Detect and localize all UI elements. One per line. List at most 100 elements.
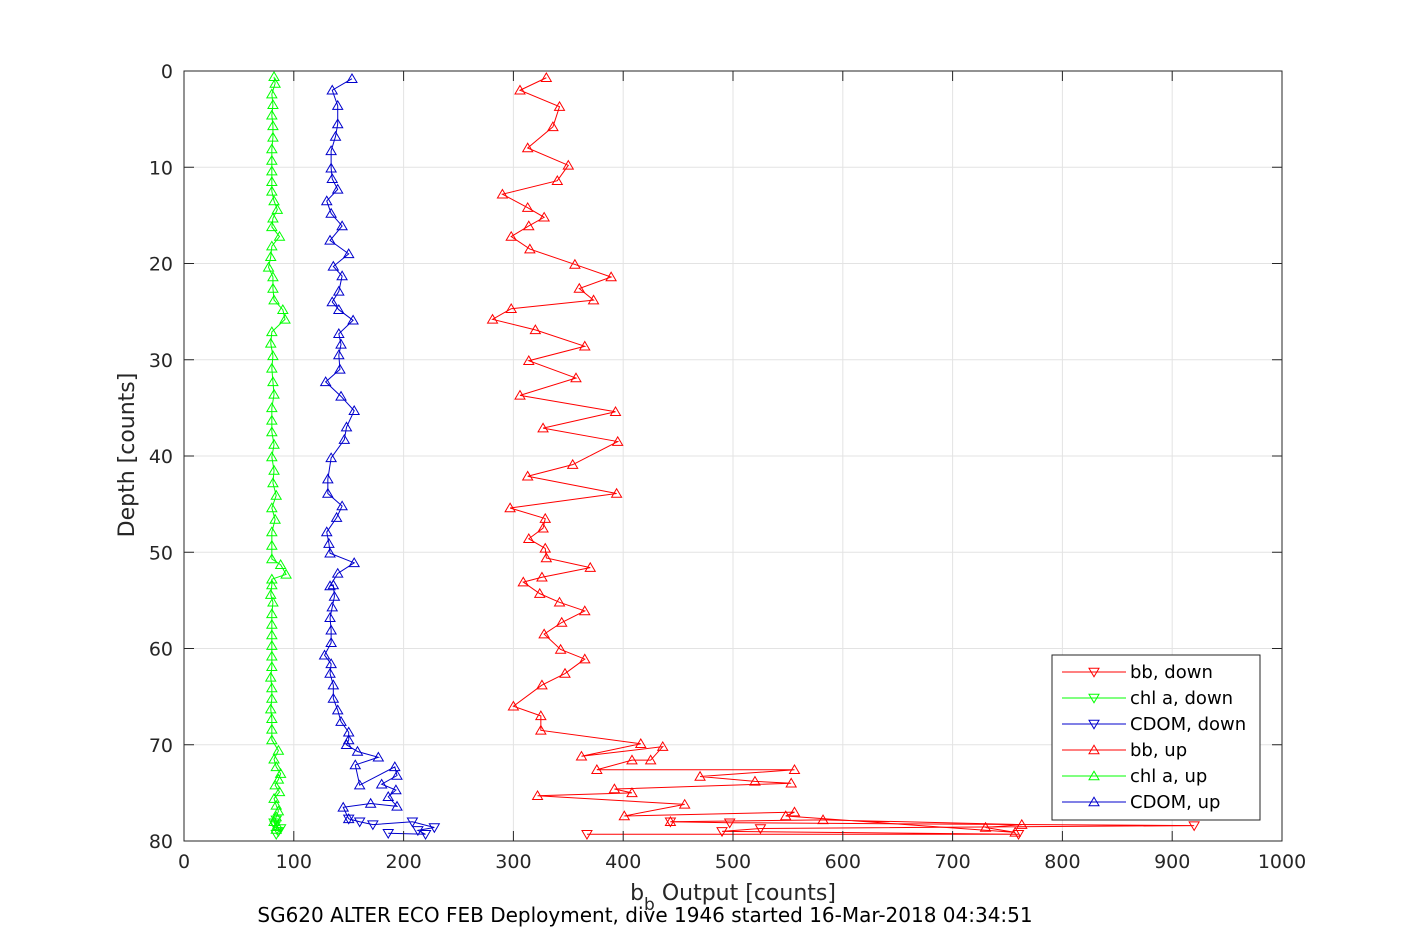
- data-point: [553, 100, 566, 111]
- data-point: [265, 713, 278, 724]
- data-point: [749, 775, 761, 786]
- data-point: [554, 643, 567, 654]
- data-point: [325, 162, 338, 173]
- legend-label: bb, down: [1130, 662, 1213, 683]
- data-point: [788, 806, 801, 817]
- data-point: [522, 354, 535, 365]
- data-point: [280, 568, 292, 579]
- data-point: [533, 587, 546, 598]
- data-point: [264, 337, 277, 348]
- data-point: [1012, 830, 1025, 840]
- data-point: [817, 814, 829, 825]
- data-point: [529, 324, 542, 335]
- data-point: [267, 477, 279, 488]
- data-point: [268, 294, 280, 305]
- data-point: [347, 314, 359, 325]
- data-point: [324, 547, 336, 558]
- data-point: [321, 473, 334, 484]
- data-point: [555, 616, 568, 627]
- data-point: [353, 817, 366, 828]
- data-point: [267, 376, 279, 387]
- data-point: [428, 823, 441, 834]
- data-point: [566, 458, 579, 469]
- data-point: [265, 402, 278, 413]
- data-point: [273, 786, 286, 797]
- data-point: [611, 435, 624, 446]
- data-point: [327, 692, 340, 703]
- data-point: [332, 285, 345, 296]
- data-point: [262, 261, 275, 272]
- data-point: [265, 692, 278, 703]
- data-point: [779, 810, 792, 821]
- data-point: [326, 84, 339, 95]
- data-point: [570, 372, 582, 383]
- data-point: [265, 143, 278, 154]
- data-point: [342, 734, 355, 745]
- series-chl-a-up: [262, 71, 292, 834]
- data-point: [656, 740, 669, 751]
- data-point: [372, 751, 385, 762]
- data-point: [270, 489, 283, 500]
- data-point: [267, 282, 279, 293]
- data-point: [269, 779, 282, 790]
- legend-label: bb, up: [1130, 740, 1187, 761]
- data-point: [331, 567, 344, 578]
- data-point: [337, 801, 350, 812]
- data-point: [265, 362, 278, 373]
- data-point: [265, 221, 278, 232]
- data-point: [610, 487, 623, 498]
- data-point: [334, 363, 346, 374]
- data-point: [265, 451, 278, 462]
- data-point: [267, 98, 279, 109]
- data-point: [664, 816, 677, 826]
- x-axis-label: bb Output [counts]: [630, 881, 836, 915]
- series-line: [323, 78, 399, 820]
- legend-swatch-marker: [1088, 796, 1100, 807]
- data-point: [267, 271, 279, 282]
- series-bb-up: [486, 72, 1028, 837]
- data-point: [265, 608, 278, 619]
- x-axis-label-main: b: [630, 881, 644, 906]
- data-point: [522, 533, 535, 544]
- x-tick-label: 300: [495, 851, 531, 873]
- data-point: [265, 326, 278, 337]
- data-point: [523, 243, 536, 254]
- data-point: [270, 811, 283, 822]
- data-point: [271, 203, 284, 214]
- data-point: [342, 814, 355, 825]
- data-point: [534, 710, 547, 721]
- data-point: [349, 759, 362, 770]
- data-point: [267, 350, 279, 361]
- data-point: [326, 601, 339, 612]
- data-point: [331, 118, 344, 129]
- data-point: [265, 109, 278, 120]
- data-point: [634, 738, 647, 749]
- data-point: [366, 820, 379, 831]
- data-point: [279, 313, 291, 324]
- series-line: [491, 77, 1022, 833]
- data-point: [539, 512, 552, 523]
- data-point: [551, 174, 564, 185]
- data-point: [340, 739, 353, 749]
- data-point: [265, 723, 278, 734]
- data-point: [325, 636, 338, 647]
- data-point: [265, 240, 278, 251]
- data-point: [336, 500, 348, 511]
- data-point: [264, 588, 277, 599]
- data-point: [375, 778, 388, 789]
- data-point: [265, 165, 278, 176]
- legend-swatch-marker: [1088, 667, 1100, 678]
- data-point: [537, 422, 549, 433]
- data-point: [584, 561, 597, 572]
- data-point: [332, 303, 345, 314]
- data-point: [326, 296, 339, 307]
- series-cdom-down: [342, 814, 441, 840]
- data-point: [276, 303, 289, 314]
- data-point: [331, 99, 344, 110]
- data-point: [391, 769, 403, 780]
- data-point: [272, 773, 285, 784]
- data-point: [342, 813, 355, 824]
- data-point: [336, 220, 348, 231]
- data-point: [269, 513, 282, 524]
- legend-swatch-marker: [1088, 770, 1100, 781]
